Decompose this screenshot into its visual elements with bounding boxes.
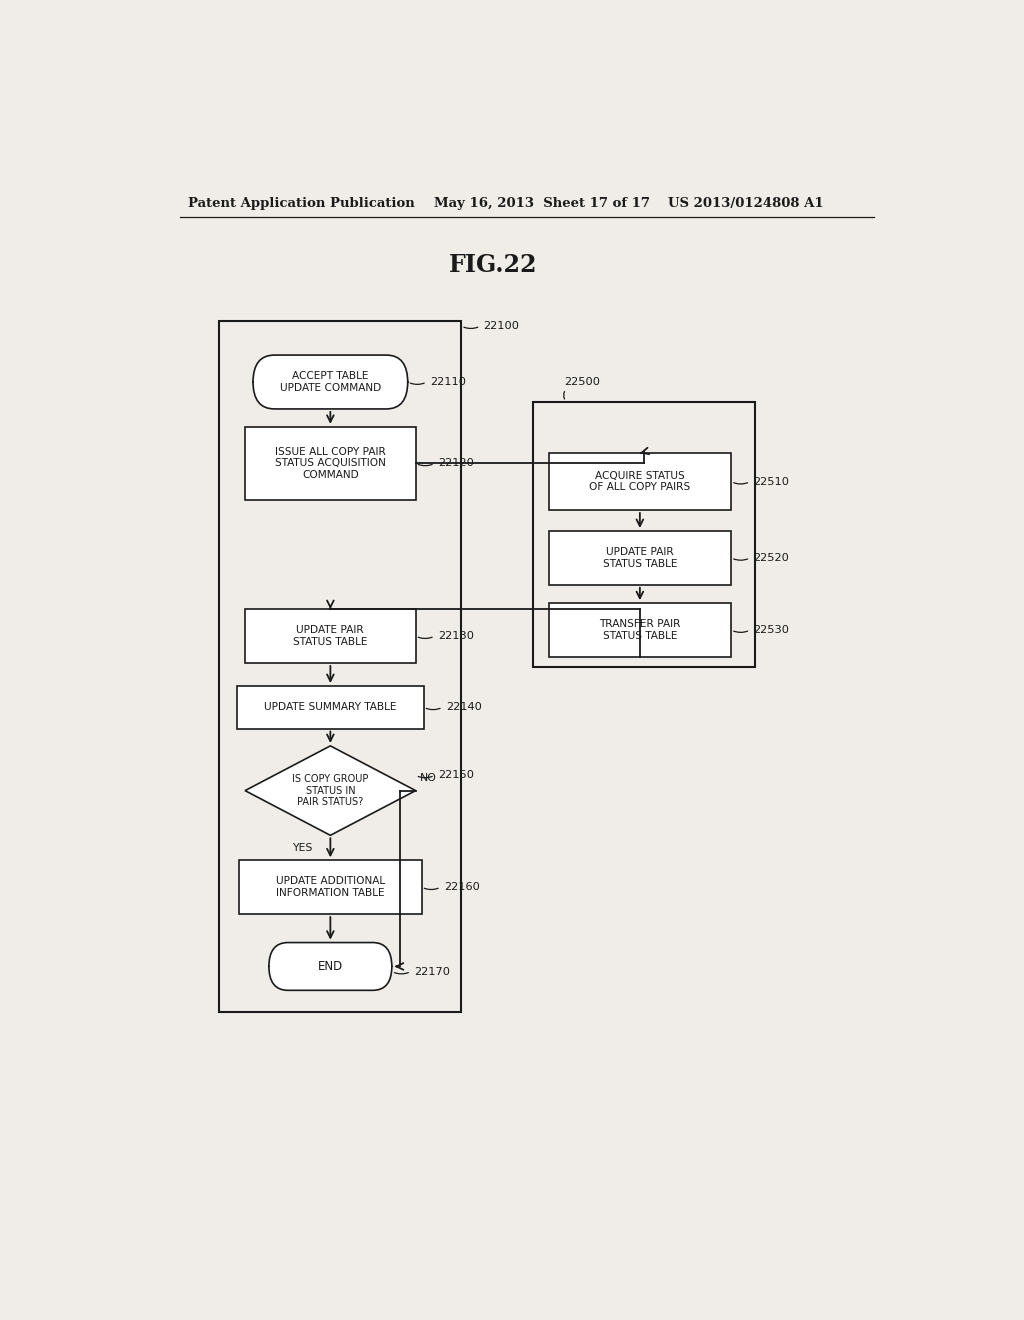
Text: UPDATE ADDITIONAL
INFORMATION TABLE: UPDATE ADDITIONAL INFORMATION TABLE [275, 876, 385, 898]
Text: YES: YES [292, 842, 312, 853]
Text: 22510: 22510 [754, 477, 790, 487]
Text: 22520: 22520 [754, 553, 790, 562]
Polygon shape [245, 746, 416, 836]
Text: 22100: 22100 [483, 321, 519, 331]
Text: May 16, 2013  Sheet 17 of 17: May 16, 2013 Sheet 17 of 17 [433, 197, 649, 210]
FancyBboxPatch shape [269, 942, 392, 990]
Bar [245, 426, 416, 500]
Text: UPDATE PAIR
STATUS TABLE: UPDATE PAIR STATUS TABLE [602, 546, 677, 569]
Text: FIG.22: FIG.22 [449, 253, 538, 277]
Bar [219, 321, 461, 1012]
Text: END: END [317, 960, 343, 973]
Text: 22140: 22140 [445, 702, 481, 713]
Text: 22160: 22160 [443, 882, 479, 892]
Bar [238, 686, 424, 729]
FancyBboxPatch shape [253, 355, 408, 409]
Text: 22130: 22130 [438, 631, 474, 642]
Text: NO: NO [420, 774, 436, 783]
Text: 22110: 22110 [430, 378, 466, 387]
Text: ISSUE ALL COPY PAIR
STATUS ACQUISITION
COMMAND: ISSUE ALL COPY PAIR STATUS ACQUISITION C… [274, 446, 386, 480]
Text: ACCEPT TABLE
UPDATE COMMAND: ACCEPT TABLE UPDATE COMMAND [280, 371, 381, 393]
Text: UPDATE PAIR
STATUS TABLE: UPDATE PAIR STATUS TABLE [293, 626, 368, 647]
Text: 22120: 22120 [438, 458, 474, 469]
Text: 22150: 22150 [438, 771, 474, 780]
Text: 22170: 22170 [414, 966, 451, 977]
Text: 22500: 22500 [564, 378, 600, 387]
Text: TRANSFER PAIR
STATUS TABLE: TRANSFER PAIR STATUS TABLE [599, 619, 681, 640]
Text: US 2013/0124808 A1: US 2013/0124808 A1 [668, 197, 823, 210]
Bar [245, 609, 416, 663]
Bar [549, 531, 731, 585]
Text: UPDATE SUMMARY TABLE: UPDATE SUMMARY TABLE [264, 702, 396, 713]
Text: Patent Application Publication: Patent Application Publication [187, 197, 415, 210]
Bar [532, 403, 755, 667]
Text: IS COPY GROUP
STATUS IN
PAIR STATUS?: IS COPY GROUP STATUS IN PAIR STATUS? [292, 774, 369, 808]
Bar [549, 603, 731, 657]
Bar [549, 453, 731, 510]
Text: ACQUIRE STATUS
OF ALL COPY PAIRS: ACQUIRE STATUS OF ALL COPY PAIRS [589, 471, 690, 492]
Text: 22530: 22530 [754, 624, 790, 635]
Bar [240, 861, 422, 913]
